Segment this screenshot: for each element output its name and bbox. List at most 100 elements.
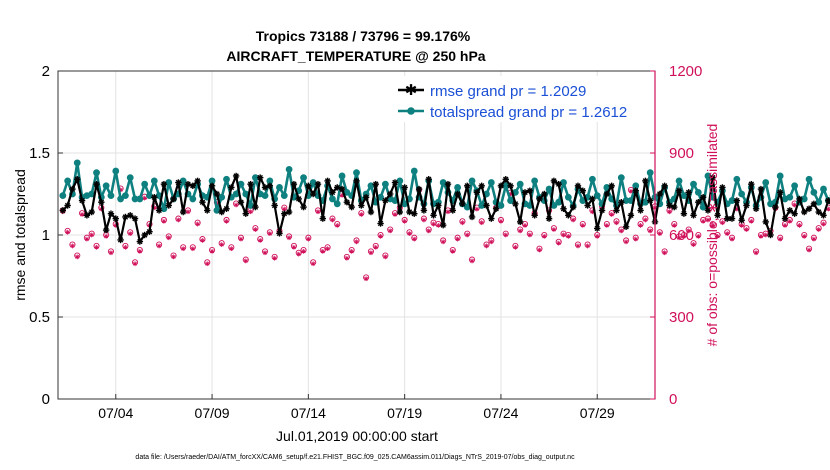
- rmse-point: [290, 180, 298, 188]
- obs-assimilated-point: [464, 232, 470, 238]
- x-tick-label: 07/04: [98, 405, 133, 421]
- obs-assimilated-point: [498, 218, 504, 224]
- rmse-point: [512, 200, 519, 208]
- rmse-point: [353, 177, 360, 185]
- obs-assimilated-point: [792, 202, 798, 208]
- rmse-point: [266, 182, 274, 189]
- totalspread-point: [242, 190, 250, 198]
- totalspread-point: [820, 185, 827, 193]
- rmse-point: [483, 202, 490, 209]
- obs-assimilated-point: [103, 233, 109, 239]
- totalspread-point: [487, 179, 495, 186]
- obs-assimilated-point: [368, 250, 374, 256]
- obs-assimilated-point: [585, 243, 590, 249]
- rmse-point: [334, 184, 341, 191]
- rmse-point: [468, 213, 476, 221]
- rmse-point: [252, 203, 259, 211]
- obs-assimilated-point: [753, 250, 759, 256]
- obs-assimilated-point: [512, 244, 518, 250]
- rmse-point: [305, 182, 312, 189]
- totalspread-point: [107, 192, 115, 200]
- rmse-point: [555, 180, 562, 188]
- x-tick-label: 07/09: [195, 405, 230, 421]
- rmse-point: [117, 236, 124, 244]
- rmse-point: [141, 231, 148, 239]
- rmse-point: [550, 177, 558, 185]
- totalspread-point: [463, 203, 471, 211]
- obs-assimilated-point: [662, 250, 668, 256]
- rmse-point: [155, 207, 163, 214]
- rmse-point: [309, 190, 317, 198]
- rmse-point: [78, 197, 86, 204]
- obs-assimilated-point: [551, 227, 557, 232]
- obs-assimilated-point: [460, 220, 465, 226]
- totalspread-point: [805, 175, 813, 183]
- obs-assimilated-point: [238, 236, 244, 242]
- right-y-tick-label: 0: [669, 391, 677, 408]
- totalspread-point: [261, 192, 269, 200]
- rmse-point: [232, 172, 240, 180]
- rmse-point: [329, 189, 336, 196]
- rmse-point: [430, 212, 437, 219]
- rmse-point: [541, 190, 548, 198]
- obs-assimilated-point: [89, 232, 95, 238]
- obs-assimilated-point: [691, 242, 696, 247]
- rmse-point: [569, 203, 577, 211]
- obs-assimilated-point: [710, 223, 716, 228]
- right-y-ticks: 0 300 600 900 1200: [650, 63, 702, 408]
- totalspread-point: [800, 195, 808, 203]
- obs-assimilated-point: [195, 221, 201, 227]
- rmse-point: [261, 184, 269, 191]
- rmse-point: [151, 194, 158, 201]
- obs-assimilated-point: [594, 233, 600, 239]
- obs-assimilated-point: [642, 217, 648, 223]
- totalspread-point: [122, 192, 129, 200]
- obs-assimilated-point: [378, 233, 383, 239]
- rmse-point: [107, 210, 115, 217]
- obs-assimilated-point: [392, 212, 398, 217]
- obs-assimilated-point: [74, 254, 80, 260]
- rmse-point: [801, 208, 808, 216]
- rmse-point: [415, 185, 423, 193]
- obs-assimilated-point: [180, 246, 186, 252]
- obs-assimilated-point: [484, 243, 489, 249]
- obs-assimilated-point: [503, 232, 509, 238]
- x-ticks: 07/04 07/09 07/14 07/19 07/24 07/29: [98, 394, 615, 421]
- totalspread-point: [410, 167, 418, 175]
- rmse-point: [666, 202, 673, 209]
- obs-assimilated-point: [474, 206, 480, 212]
- obs-assimilated-point: [228, 246, 234, 252]
- rmse-point: [228, 184, 235, 191]
- obs-assimilated-point: [354, 239, 359, 245]
- rmse-point: [184, 180, 192, 188]
- rmse-point: [488, 215, 495, 222]
- obs-assimilated-point: [257, 238, 263, 243]
- totalspread-point: [776, 172, 784, 180]
- rmse-point: [160, 180, 168, 188]
- obs-assimilated-point: [676, 235, 682, 241]
- rmse-point: [608, 182, 615, 189]
- rmse-point: [213, 190, 221, 198]
- legend-box: [390, 76, 652, 122]
- rmse-point: [690, 212, 697, 219]
- obs-assimilated-point: [695, 233, 701, 239]
- rmse-point: [776, 189, 784, 196]
- rmse-point: [242, 210, 249, 217]
- rmse-point: [204, 207, 211, 214]
- obs-assimilated-point: [435, 223, 441, 228]
- totalspread-point: [401, 200, 409, 208]
- rmse-point: [146, 228, 153, 235]
- left-y-tick-label: 1: [42, 227, 50, 244]
- right-y-tick-label: 1200: [669, 63, 702, 80]
- obs-assimilated-point: [325, 246, 331, 252]
- rmse-point: [478, 182, 485, 189]
- totalspread-point: [646, 169, 654, 177]
- totalspread-point: [733, 175, 741, 183]
- obs-assimilated-point: [305, 236, 311, 242]
- obs-assimilated-point: [700, 218, 706, 224]
- rmse-point: [74, 176, 81, 183]
- obs-assimilated-point: [161, 218, 167, 224]
- rmse-point: [516, 218, 524, 226]
- totalspread-point: [762, 179, 770, 186]
- totalspread-point: [550, 202, 558, 209]
